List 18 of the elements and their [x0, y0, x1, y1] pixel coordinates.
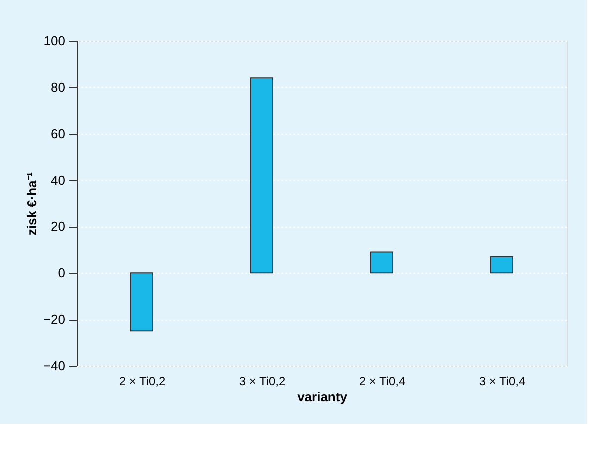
y-tick-label: 80 — [51, 80, 66, 95]
bar — [490, 256, 514, 274]
x-tick-label: 3 × Ti0,2 — [239, 374, 286, 388]
y-tick-label: −20 — [43, 312, 66, 328]
y-tick-label: 40 — [51, 172, 66, 188]
x-tick-label: 2 × Ti0,2 — [119, 374, 166, 388]
x-tick-label: 3 × Ti0,4 — [479, 374, 526, 388]
bar — [250, 78, 274, 274]
y-tick-label: 60 — [51, 126, 66, 142]
y-axis-title: zisk €·ha⁻¹ — [24, 172, 40, 236]
bar — [130, 272, 154, 332]
x-tick-label: 2 × Ti0,4 — [359, 374, 406, 388]
y-tick-label: 100 — [44, 34, 66, 48]
y-tick-label: 0 — [58, 266, 66, 281]
y-tick-label: 20 — [51, 219, 66, 234]
bar — [370, 252, 394, 274]
x-axis-title: varianty — [298, 390, 348, 404]
y-tick-label: −40 — [43, 358, 66, 374]
